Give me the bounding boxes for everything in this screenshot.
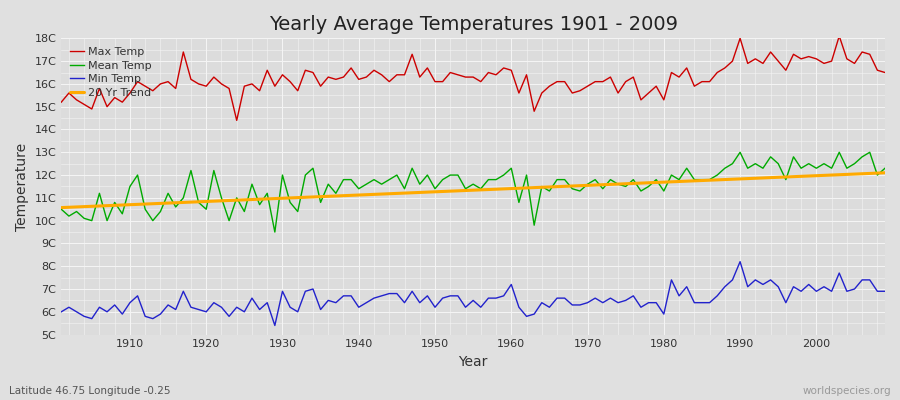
Mean Temp	[734, 150, 745, 155]
Min Temp	[605, 296, 616, 300]
Legend: Max Temp, Mean Temp, Min Temp, 20 Yr Trend: Max Temp, Mean Temp, Min Temp, 20 Yr Tre…	[67, 44, 155, 101]
Title: Yearly Average Temperatures 1901 - 2009: Yearly Average Temperatures 1901 - 2009	[268, 15, 678, 34]
20 Yr Trend	[506, 186, 517, 191]
Line: Max Temp: Max Temp	[61, 36, 885, 120]
Max Temp	[231, 118, 242, 123]
X-axis label: Year: Year	[458, 355, 488, 369]
Y-axis label: Temperature: Temperature	[15, 142, 29, 230]
Mean Temp	[117, 212, 128, 216]
Line: Min Temp: Min Temp	[61, 262, 885, 326]
Max Temp	[292, 88, 303, 93]
Min Temp	[117, 312, 128, 316]
20 Yr Trend	[330, 194, 341, 198]
Min Temp	[269, 323, 280, 328]
Max Temp	[338, 75, 349, 80]
Max Temp	[605, 75, 616, 80]
20 Yr Trend	[499, 186, 509, 191]
Min Temp	[338, 294, 349, 298]
Max Temp	[833, 34, 844, 38]
Min Temp	[734, 259, 745, 264]
Mean Temp	[292, 209, 303, 214]
Line: 20 Yr Trend: 20 Yr Trend	[61, 173, 885, 208]
Max Temp	[506, 68, 517, 73]
Min Temp	[292, 309, 303, 314]
Max Temp	[117, 100, 128, 104]
20 Yr Trend	[117, 203, 128, 208]
Max Temp	[514, 91, 525, 96]
Mean Temp	[605, 177, 616, 182]
Mean Temp	[338, 177, 349, 182]
Mean Temp	[269, 230, 280, 234]
Min Temp	[879, 289, 890, 294]
Mean Temp	[506, 166, 517, 171]
Min Temp	[56, 309, 67, 314]
Max Temp	[56, 100, 67, 104]
20 Yr Trend	[56, 205, 67, 210]
Line: Mean Temp: Mean Temp	[61, 152, 885, 232]
Text: worldspecies.org: worldspecies.org	[803, 386, 891, 396]
20 Yr Trend	[598, 182, 608, 187]
Mean Temp	[56, 207, 67, 212]
20 Yr Trend	[879, 170, 890, 175]
Mean Temp	[514, 200, 525, 205]
Max Temp	[879, 70, 890, 75]
Text: Latitude 46.75 Longitude -0.25: Latitude 46.75 Longitude -0.25	[9, 386, 170, 396]
Min Temp	[514, 305, 525, 310]
20 Yr Trend	[284, 196, 295, 200]
Min Temp	[506, 282, 517, 287]
Mean Temp	[879, 166, 890, 171]
